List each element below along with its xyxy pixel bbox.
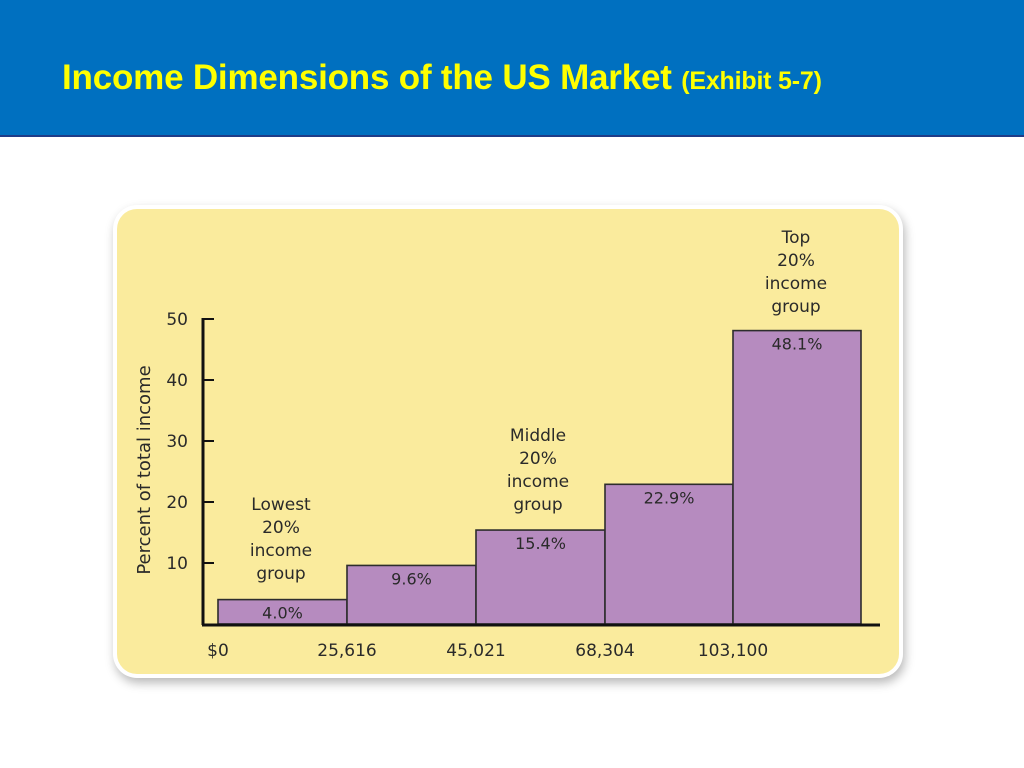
y-tick-label-30: 30: [166, 432, 188, 452]
x-tick-label-5: 103,100: [698, 641, 768, 661]
bar-5: [732, 329, 862, 625]
bar-value-label-3: 15.4%: [515, 534, 566, 553]
x-tick-label-4: 68,304: [575, 641, 634, 661]
y-tick-label-40: 40: [166, 371, 188, 391]
bar-value-label-1: 4.0%: [262, 604, 303, 623]
y-axis-title: Percent of total income: [134, 365, 155, 574]
group-annotation-2-line-1: Middle: [510, 426, 566, 446]
group-annotation-3-line-3: income: [765, 274, 827, 294]
group-annotation-1-line-1: Lowest: [251, 495, 311, 515]
group-annotation-2-line-2: 20%: [519, 449, 557, 469]
group-annotation-1-line-4: group: [256, 564, 305, 584]
group-annotation-1-line-3: income: [250, 541, 312, 561]
group-annotation-2-line-3: income: [507, 472, 569, 492]
title-main: Income Dimensions of the US Market: [62, 58, 672, 97]
slide-title: Income Dimensions of the US Market (Exhi…: [62, 58, 822, 98]
x-tick-label-3: 45,021: [446, 641, 505, 661]
bar-value-label-2: 9.6%: [391, 569, 432, 588]
group-annotation-1-line-2: 20%: [262, 518, 300, 538]
group-annotation-3-line-2: 20%: [777, 251, 815, 271]
y-tick-label-20: 20: [166, 493, 188, 513]
bar-value-label-5: 48.1%: [772, 335, 823, 354]
y-tick-label-10: 10: [166, 554, 188, 574]
y-tick-label-50: 50: [166, 310, 188, 330]
title-exhibit: (Exhibit 5-7): [681, 67, 822, 95]
slide-header: Income Dimensions of the US Market (Exhi…: [0, 0, 1024, 137]
group-annotation-2-line-4: group: [513, 495, 562, 515]
x-tick-label-2: 25,616: [317, 641, 376, 661]
x-tick-label-1: $0: [207, 641, 229, 661]
bar-value-label-4: 22.9%: [644, 488, 695, 507]
group-annotation-3-line-4: group: [771, 297, 820, 317]
group-annotation-3-line-1: Top: [781, 228, 811, 248]
